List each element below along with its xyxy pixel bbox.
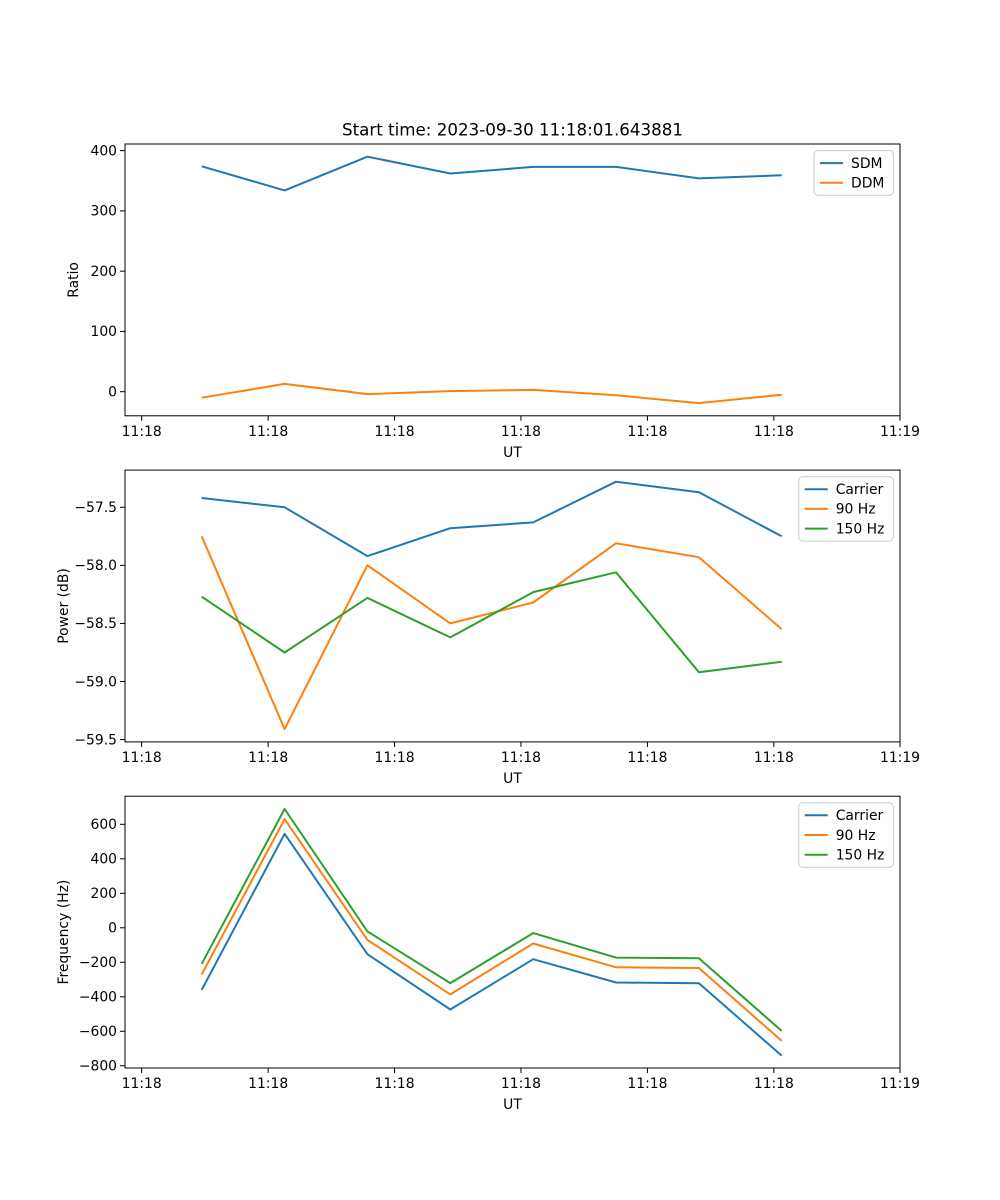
x-tick-label: 11:18 <box>501 424 541 440</box>
y-tick-label: 200 <box>90 886 117 902</box>
x-tick-label: 11:18 <box>754 750 794 766</box>
x-tick-label: 11:18 <box>754 1076 794 1092</box>
x-axis-label: UT <box>503 1097 522 1113</box>
y-tick-label: −57.5 <box>74 500 117 516</box>
y-axis-label: Power (dB) <box>56 568 72 644</box>
x-axis-label: UT <box>503 445 522 461</box>
legend-box <box>813 150 894 196</box>
axes-frame <box>124 795 901 1069</box>
x-tick-label: 11:18 <box>627 750 667 766</box>
series-line-sdm <box>201 155 782 192</box>
legend-label: 150 Hz <box>836 521 885 537</box>
y-axis-label: Ratio <box>66 262 82 298</box>
legend: SDM DDM <box>813 150 894 196</box>
axes-frame <box>124 469 901 743</box>
x-tick-label: 11:18 <box>627 1076 667 1092</box>
y-tick-label: 0 <box>108 921 117 937</box>
y-tick-label: 0 <box>108 384 117 400</box>
series-line-150-hz <box>200 808 783 1032</box>
y-tick-label: −800 <box>79 1059 117 1075</box>
series-line-90-hz <box>200 535 783 731</box>
legend-label: SDM <box>851 156 883 172</box>
legend-label: 90 Hz <box>836 502 876 518</box>
y-tick-label: −58.5 <box>74 616 117 632</box>
x-tick-label: 11:18 <box>248 424 288 440</box>
y-tick-label: 300 <box>90 204 117 220</box>
y-tick-label: 100 <box>90 324 117 340</box>
x-tick-label: 11:18 <box>122 750 162 766</box>
legend-box <box>798 476 894 542</box>
y-axis-label: Frequency (Hz) <box>56 880 72 985</box>
legend-label: Carrier <box>836 482 884 498</box>
legend-label: Carrier <box>836 808 884 824</box>
y-tick-label: 400 <box>90 852 117 868</box>
x-tick-label: 11:18 <box>754 424 794 440</box>
x-tick-label: 11:18 <box>627 424 667 440</box>
figure-title: Start time: 2023-09-30 11:18:01.643881 <box>342 120 683 140</box>
x-tick-label: 11:18 <box>248 1076 288 1092</box>
series-line-90-hz <box>200 818 783 1042</box>
x-tick-label: 11:19 <box>880 750 920 766</box>
x-tick-label: 11:19 <box>880 1076 920 1092</box>
y-tick-label: −200 <box>79 955 117 971</box>
y-tick-label: −400 <box>79 990 117 1006</box>
x-axis-label: UT <box>503 771 522 787</box>
x-tick-label: 11:18 <box>122 1076 162 1092</box>
series-line-ddm <box>201 382 782 405</box>
y-tick-label: −59.5 <box>74 732 117 748</box>
series-line-carrier <box>200 832 783 1057</box>
legend-box <box>798 802 894 868</box>
x-tick-label: 11:19 <box>880 424 920 440</box>
y-tick-label: −59.0 <box>74 674 117 690</box>
legend: Carrier 90 Hz 150 Hz <box>798 476 894 542</box>
legend: Carrier 90 Hz 150 Hz <box>798 802 894 868</box>
y-tick-label: −600 <box>79 1024 117 1040</box>
x-tick-label: 11:18 <box>501 750 541 766</box>
x-tick-label: 11:18 <box>248 750 288 766</box>
x-tick-label: 11:18 <box>375 750 415 766</box>
x-tick-label: 11:18 <box>375 1076 415 1092</box>
y-tick-label: 400 <box>90 143 117 159</box>
legend-label: 150 Hz <box>836 848 885 864</box>
y-tick-label: 600 <box>90 817 117 833</box>
axes-frame <box>124 143 901 417</box>
y-tick-label: 200 <box>90 264 117 280</box>
x-tick-label: 11:18 <box>375 424 415 440</box>
series-line-150-hz <box>201 571 782 674</box>
x-tick-label: 11:18 <box>122 424 162 440</box>
legend-label: DDM <box>851 176 884 192</box>
y-tick-label: −58.0 <box>74 558 117 574</box>
series-line-carrier <box>201 480 783 558</box>
x-tick-label: 11:18 <box>501 1076 541 1092</box>
legend-label: 90 Hz <box>836 828 876 844</box>
